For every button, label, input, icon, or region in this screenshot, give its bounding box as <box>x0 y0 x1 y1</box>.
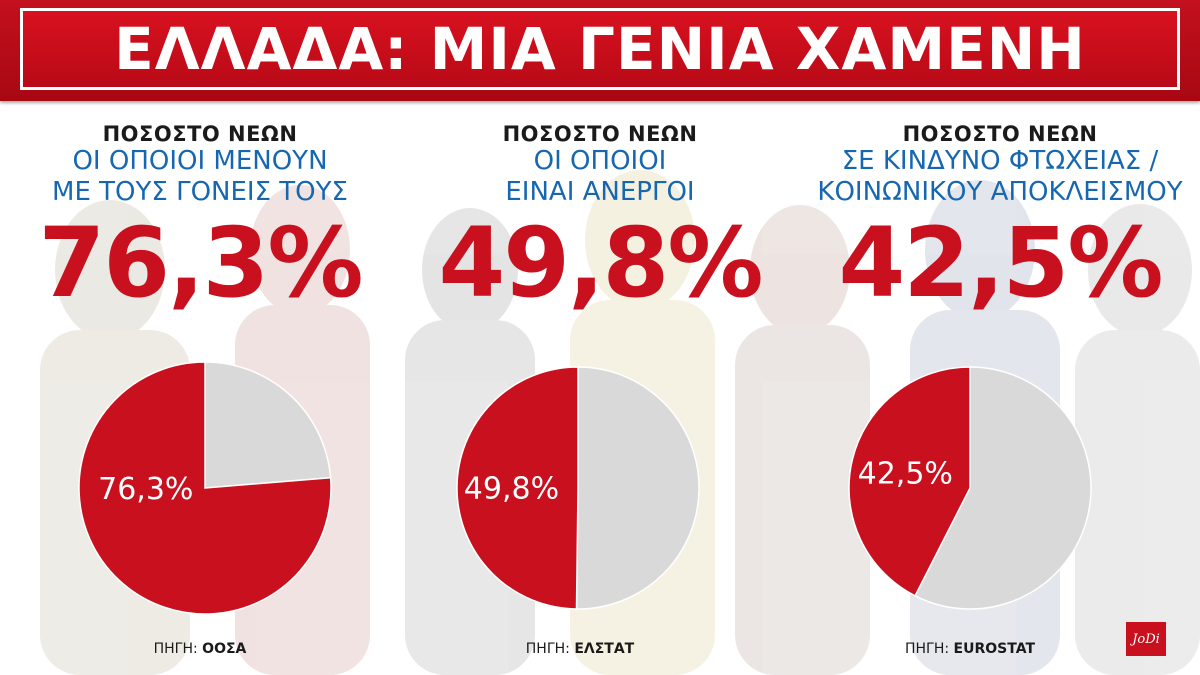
panel-living-with-parents: ΠΟΣΟΣΤΟ ΝΕΩΝ ΟΙ ΟΠΟΙΟΙ ΜΕΝΟΥΝ ΜΕ ΤΟΥΣ ΓΟ… <box>0 122 400 318</box>
title-box: ΕΛΛΑΔΑ: ΜΙΑ ΓΕΝΙΑ ΧΑΜΕΝΗ <box>20 8 1180 90</box>
pie-slice-share <box>848 366 971 597</box>
pie-chart-poverty-risk: 42,5% <box>848 366 1092 610</box>
pie-slice-label: 49,8% <box>464 472 559 507</box>
panel-subtitle-line-2: ΚΟΙΝΩΝΙΚΟΥ ΑΠΟΚΛΕΙΣΜΟΥ <box>817 177 1183 207</box>
source-label: ΠΗΓΗ: <box>904 641 950 657</box>
panel-big-percentage: 76,3% <box>38 207 363 319</box>
panel-subtitle-line-1: ΟΙ ΟΠΟΙΟΙ <box>533 146 667 176</box>
panel-subtitle-line-1: ΟΙ ΟΠΟΙΟΙ ΜΕΝΟΥΝ <box>72 146 328 176</box>
pie-slice-label: 42,5% <box>858 456 953 491</box>
pie-slice-remainder <box>575 366 700 610</box>
panel-poverty-risk: ΠΟΣΟΣΤΟ ΝΕΩΝ ΣΕ ΚΙΝΔΥΝΟ ΦΤΩΧΕΙΑΣ / ΚΟΙΝΩ… <box>800 122 1200 318</box>
panel-big-percentage: 42,5% <box>838 207 1163 319</box>
source-line: ΠΗΓΗ: EUROSTAT <box>770 641 1170 657</box>
panel-kicker: ΠΟΣΟΣΤΟ ΝΕΩΝ <box>902 122 1098 146</box>
source-name: EUROSTAT <box>953 641 1036 657</box>
source-name: ΕΛΣΤΑΤ <box>574 641 635 657</box>
source-line: ΠΗΓΗ: ΟΟΣΑ <box>0 641 400 657</box>
pie-slice-label: 76,3% <box>98 472 193 507</box>
pie-slice-remainder <box>914 366 1092 610</box>
panel-kicker: ΠΟΣΟΣΤΟ ΝΕΩΝ <box>102 122 298 146</box>
panel-big-percentage: 49,8% <box>438 207 763 319</box>
pie-slice-share <box>78 361 332 615</box>
pie-chart-living-with-parents: 76,3% <box>78 361 332 615</box>
panel-kicker: ΠΟΣΟΣΤΟ ΝΕΩΝ <box>502 122 698 146</box>
panel-subtitle-line-2: ΕΙΝΑΙ ΑΝΕΡΓΟΙ <box>505 177 695 207</box>
panel-subtitle-line-1: ΣΕ ΚΙΝΔΥΝΟ ΦΤΩΧΕΙΑΣ / <box>841 146 1159 176</box>
source-name: ΟΟΣΑ <box>202 641 247 657</box>
pie-slice-share <box>456 366 579 610</box>
source-line: ΠΗΓΗ: ΕΛΣΤΑΤ <box>380 641 780 657</box>
pie-chart-unemployed: 49,8% <box>456 366 700 610</box>
brand-logo: JoDi <box>1126 622 1166 656</box>
panel-unemployed: ΠΟΣΟΣΤΟ ΝΕΩΝ ΟΙ ΟΠΟΙΟΙ ΕΙΝΑΙ ΑΝΕΡΓΟΙ 49,… <box>400 122 800 318</box>
source-label: ΠΗΓΗ: <box>525 641 570 657</box>
title-banner: ΕΛΛΑΔΑ: ΜΙΑ ΓΕΝΙΑ ΧΑΜΕΝΗ <box>0 0 1200 101</box>
source-label: ΠΗΓΗ: <box>153 641 198 657</box>
page-title: ΕΛΛΑΔΑ: ΜΙΑ ΓΕΝΙΑ ΧΑΜΕΝΗ <box>114 15 1086 83</box>
pie-slice-remainder <box>204 361 332 489</box>
panel-subtitle-line-2: ΜΕ ΤΟΥΣ ΓΟΝΕΙΣ ΤΟΥΣ <box>52 177 348 207</box>
